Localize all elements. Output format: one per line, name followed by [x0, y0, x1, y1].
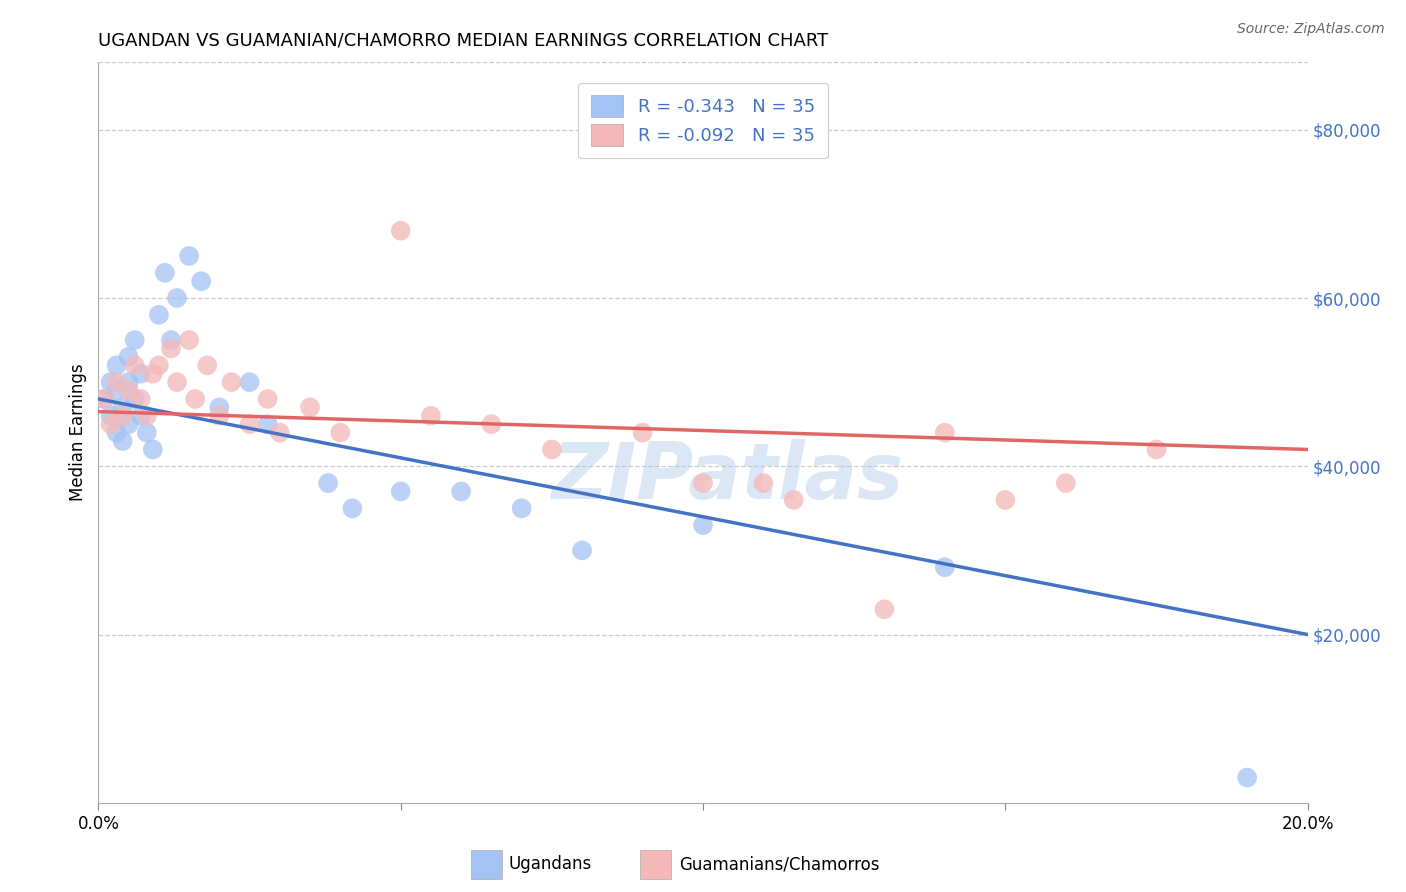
- Point: [129, 392, 152, 406]
- Point: [105, 384, 128, 398]
- Point: [118, 375, 141, 389]
- Point: [752, 476, 775, 491]
- Text: ZIPatlas: ZIPatlas: [551, 439, 903, 515]
- Point: [994, 492, 1017, 507]
- Point: [195, 359, 218, 373]
- Point: [179, 333, 201, 347]
- Point: [190, 274, 212, 288]
- Point: [142, 367, 165, 381]
- Point: [100, 417, 122, 432]
- Point: [148, 308, 170, 322]
- Point: [221, 375, 243, 389]
- Point: [179, 249, 201, 263]
- Point: [129, 367, 152, 381]
- Point: [124, 392, 146, 406]
- Point: [420, 409, 443, 423]
- Y-axis label: Median Earnings: Median Earnings: [69, 364, 87, 501]
- Point: [100, 375, 122, 389]
- Point: [118, 417, 141, 432]
- Point: [184, 392, 207, 406]
- Point: [148, 359, 170, 373]
- Point: [208, 409, 231, 423]
- Point: [342, 501, 364, 516]
- Point: [316, 476, 339, 491]
- Point: [105, 359, 128, 373]
- Point: [135, 425, 157, 440]
- Point: [1144, 442, 1167, 457]
- Point: [93, 392, 115, 406]
- Point: [692, 476, 714, 491]
- Point: [142, 442, 165, 457]
- Point: [510, 501, 533, 516]
- Point: [111, 409, 134, 423]
- Point: [239, 375, 262, 389]
- Point: [631, 425, 654, 440]
- Point: [166, 375, 188, 389]
- Text: UGANDAN VS GUAMANIAN/CHAMORRO MEDIAN EARNINGS CORRELATION CHART: UGANDAN VS GUAMANIAN/CHAMORRO MEDIAN EAR…: [98, 32, 828, 50]
- Point: [934, 425, 956, 440]
- Point: [100, 409, 122, 423]
- Point: [118, 350, 141, 364]
- Point: [783, 492, 806, 507]
- Point: [135, 409, 157, 423]
- Point: [118, 384, 141, 398]
- Point: [105, 425, 128, 440]
- Point: [256, 417, 278, 432]
- Point: [1236, 771, 1258, 785]
- Point: [166, 291, 188, 305]
- Point: [208, 401, 231, 415]
- Point: [124, 359, 146, 373]
- Point: [269, 425, 291, 440]
- Text: Guamanians/Chamorros: Guamanians/Chamorros: [679, 855, 880, 873]
- Point: [93, 392, 115, 406]
- Point: [299, 401, 322, 415]
- Point: [571, 543, 593, 558]
- Point: [105, 375, 128, 389]
- Point: [389, 224, 412, 238]
- Point: [129, 409, 152, 423]
- Point: [873, 602, 896, 616]
- Point: [160, 342, 183, 356]
- Text: Ugandans: Ugandans: [509, 855, 592, 873]
- Point: [540, 442, 562, 457]
- Point: [239, 417, 262, 432]
- Point: [934, 560, 956, 574]
- Point: [111, 434, 134, 448]
- Point: [160, 333, 183, 347]
- Point: [1054, 476, 1077, 491]
- Point: [153, 266, 176, 280]
- Text: Source: ZipAtlas.com: Source: ZipAtlas.com: [1237, 22, 1385, 37]
- Point: [450, 484, 472, 499]
- Point: [481, 417, 503, 432]
- Legend: R = -0.343   N = 35, R = -0.092   N = 35: R = -0.343 N = 35, R = -0.092 N = 35: [578, 83, 828, 158]
- Point: [256, 392, 278, 406]
- Point: [329, 425, 352, 440]
- Point: [692, 518, 714, 533]
- Point: [111, 401, 134, 415]
- Point: [124, 333, 146, 347]
- Point: [389, 484, 412, 499]
